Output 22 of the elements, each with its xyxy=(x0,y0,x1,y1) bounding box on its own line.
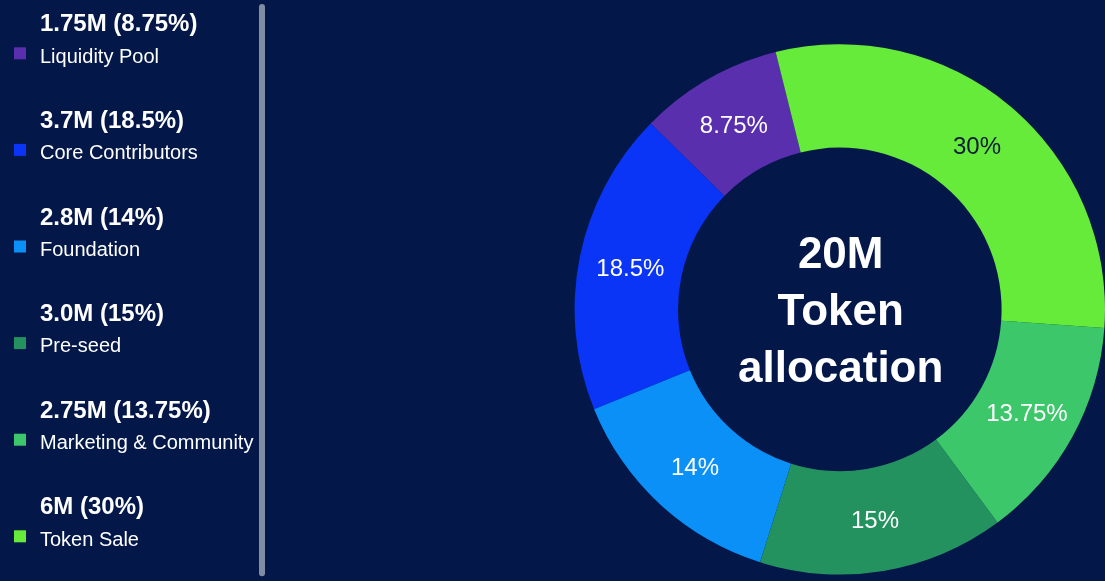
data-label: 30% xyxy=(953,132,1002,160)
legend-label: Marketing & Community xyxy=(40,431,254,454)
data-label: 13.75% xyxy=(986,398,1068,426)
data-label: 14% xyxy=(671,452,720,480)
legend-label: Pre-seed xyxy=(40,334,122,357)
text: 2.8M (14%) xyxy=(40,202,165,230)
data-label: 18.5% xyxy=(596,254,665,282)
legend-label: Core Contributors xyxy=(40,141,198,164)
text: 20M Token allocation xyxy=(738,228,944,392)
text: 2.75M (13.75%) xyxy=(40,395,211,423)
donut-slice xyxy=(650,52,801,196)
text: 3.0M (15%) xyxy=(40,299,165,327)
data-label: 8.75% xyxy=(699,110,768,138)
legend-label: Token Sale xyxy=(40,527,139,550)
legend-label: Liquidity Pool xyxy=(40,44,159,67)
text: 3.7M (18.5%) xyxy=(40,106,185,134)
text: 6M (30%) xyxy=(40,492,145,520)
donut-slice xyxy=(775,44,1105,328)
donut-slice xyxy=(760,439,998,575)
text: 1.75M (8.75%) xyxy=(40,9,198,37)
legend-label: Foundation xyxy=(40,237,141,260)
data-label: 15% xyxy=(851,506,900,534)
